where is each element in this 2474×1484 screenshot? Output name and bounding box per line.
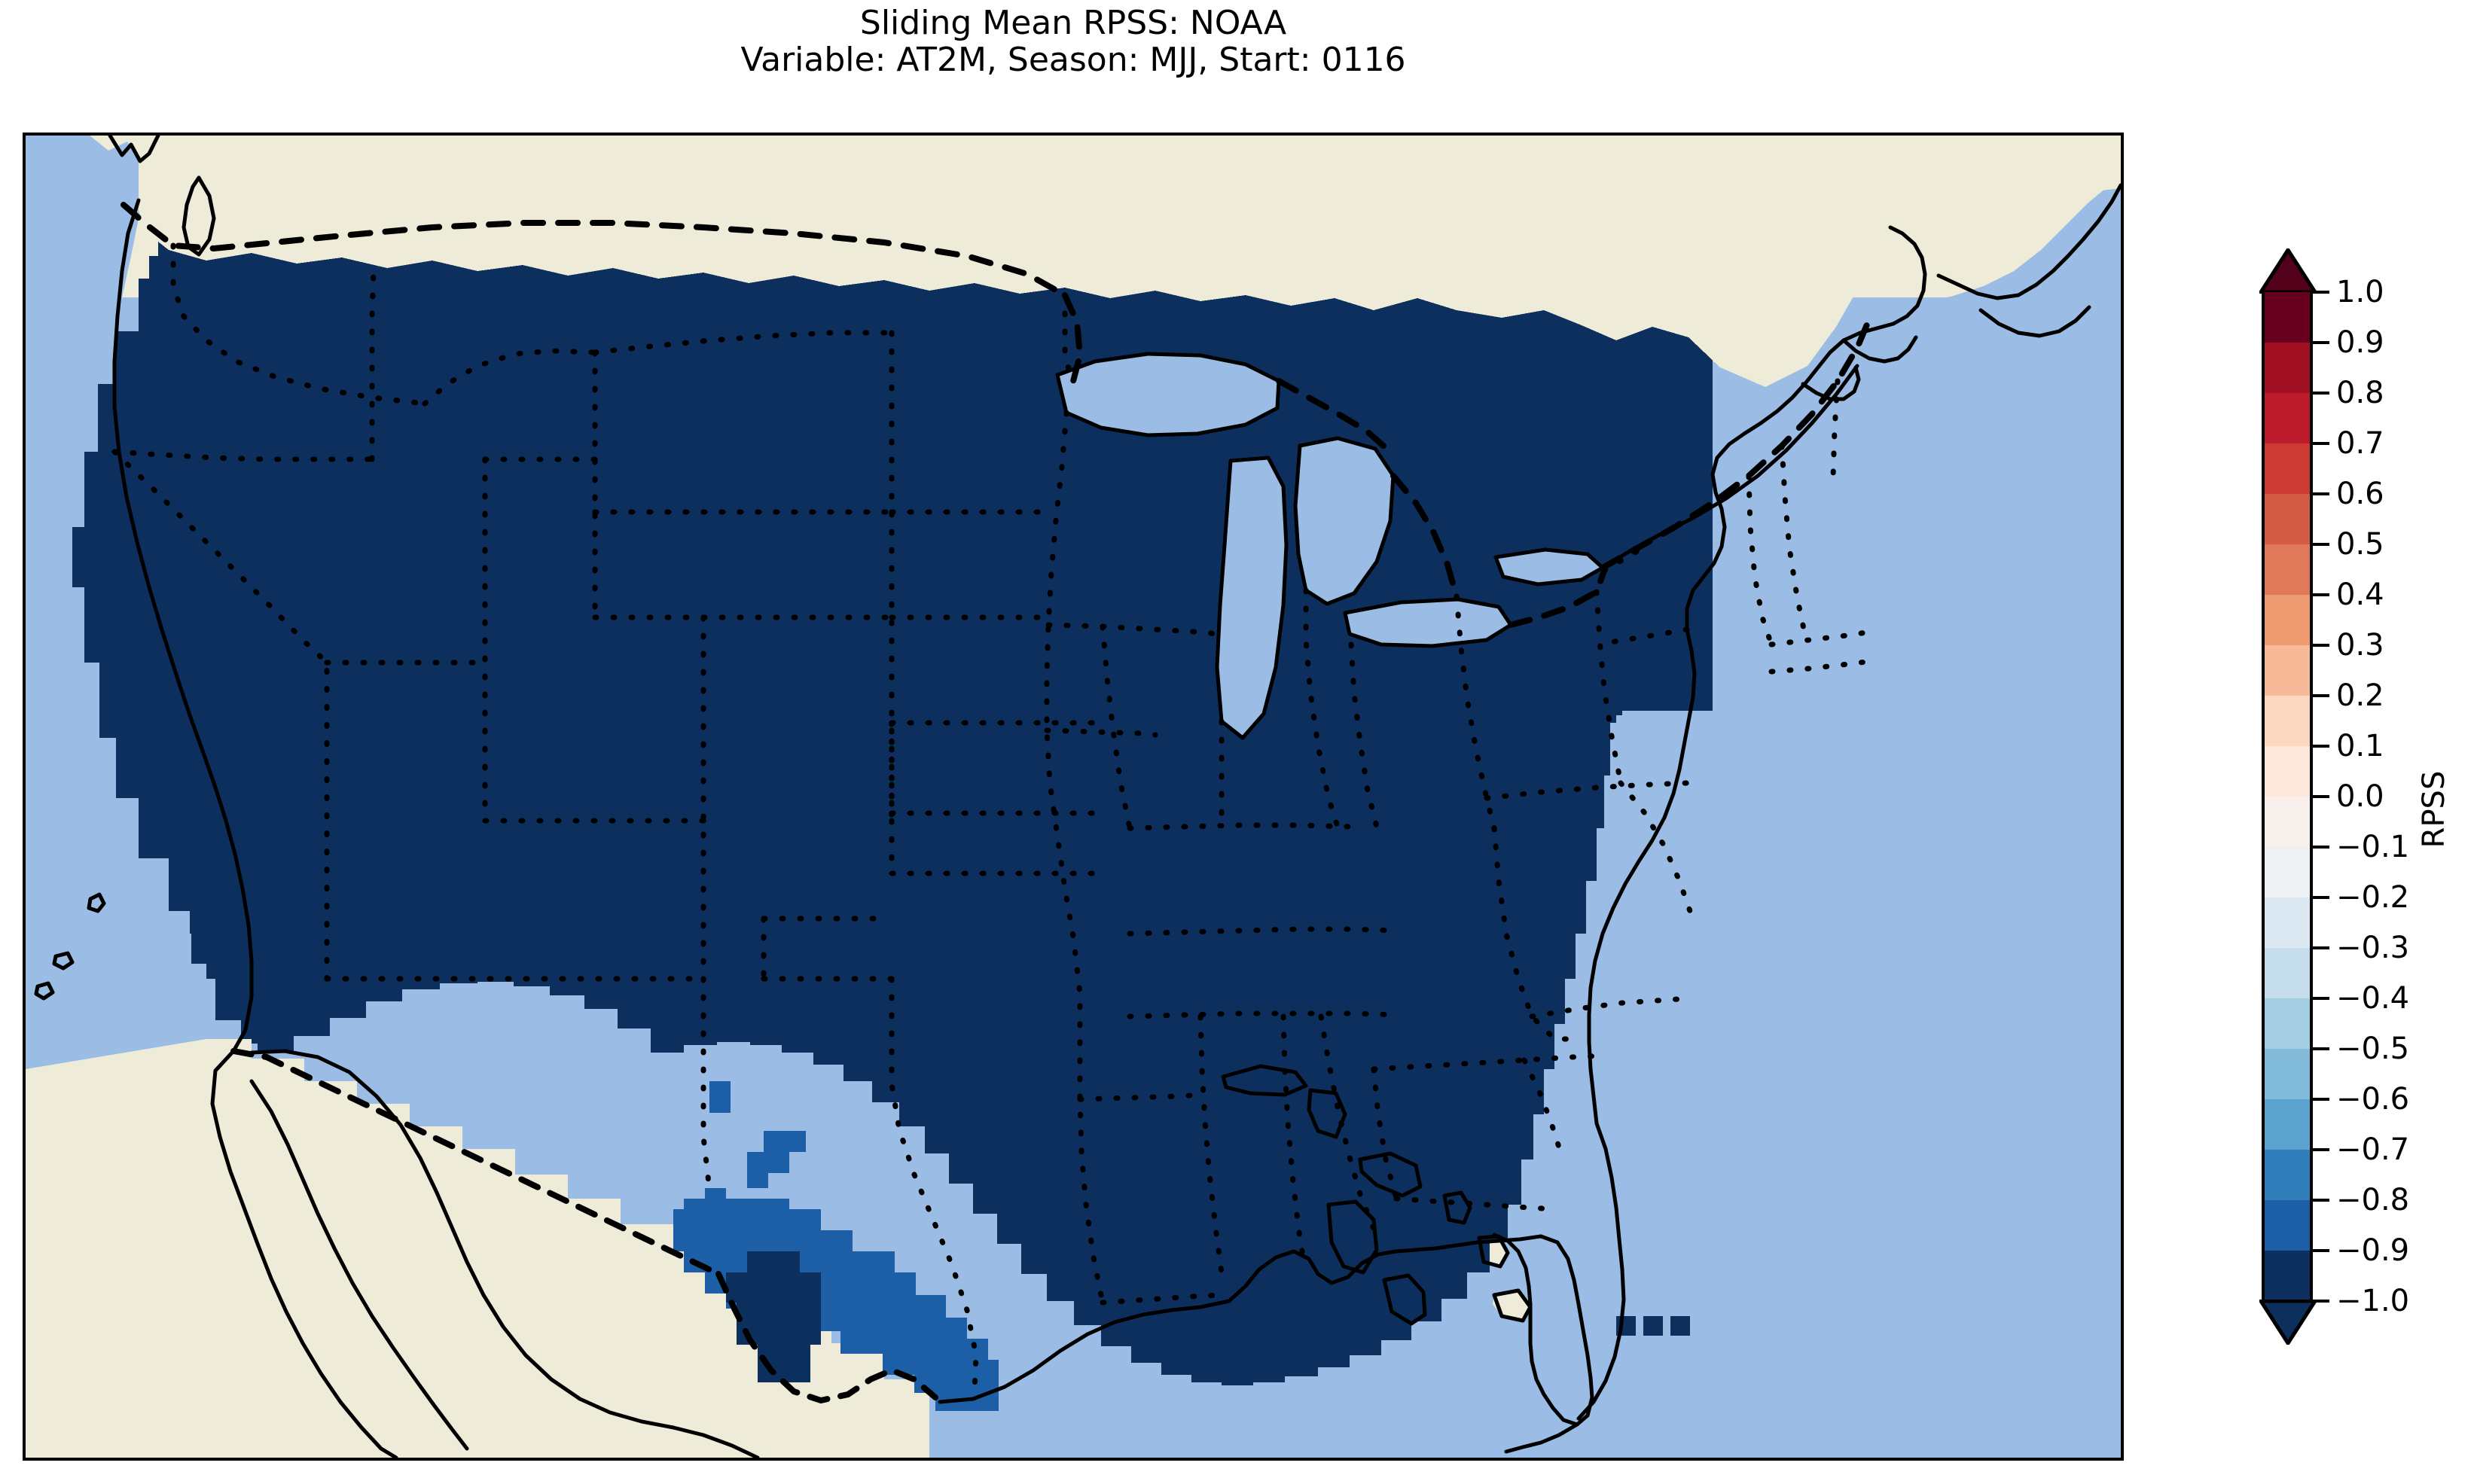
colorbar-tick-label: 1.0 (2336, 275, 2384, 309)
colorbar-tick-label: −1.0 (2336, 1284, 2410, 1318)
us-mexico-border (230, 1048, 938, 1404)
colorbar-tick-label: −0.9 (2336, 1233, 2410, 1268)
atlantic-ocean-cut (892, 181, 2121, 1458)
title-line-1: Sliding Mean RPSS: NOAA (859, 4, 1287, 42)
colorbar-tick-label: 0.3 (2336, 628, 2384, 663)
colorbar-tick-mark (2313, 745, 2329, 748)
coastlines (34, 136, 2121, 1458)
colorbar-tick-mark (2313, 1199, 2329, 1202)
colorbar-tick-mark (2313, 341, 2329, 344)
figure-title: Sliding Mean RPSS: NOAA Variable: AT2M, … (0, 5, 2146, 79)
colorbar-tick-label: −0.2 (2336, 880, 2410, 915)
us-canada-border (120, 202, 1872, 628)
colorbar-tick-mark (2313, 997, 2329, 1000)
political-borders (111, 202, 1875, 1404)
colorbar-tick-label: −0.1 (2336, 830, 2410, 864)
colorbar-tick-mark (2313, 846, 2329, 849)
colorbar-tick-label: −0.6 (2336, 1082, 2410, 1117)
colorbar-tick-label: 0.1 (2336, 729, 2384, 763)
colorbar-tick-mark (2313, 644, 2329, 647)
colorbar-tick-mark (2313, 593, 2329, 596)
colorbar-tick-label: 0.9 (2336, 325, 2384, 360)
colorbar-tick-label: −0.4 (2336, 981, 2410, 1016)
colorbar-band-10 (2265, 797, 2310, 847)
colorbar-tick-mark (2313, 1098, 2329, 1101)
colorbar-band-6 (2265, 595, 2310, 645)
colorbar-band-17 (2265, 1150, 2310, 1200)
colorbar-band-18 (2265, 1200, 2310, 1251)
colorbar-tick-mark (2313, 392, 2329, 395)
colorbar-band-14 (2265, 998, 2310, 1049)
colorbar-tick-mark (2313, 795, 2329, 798)
map-panel (23, 133, 2124, 1461)
colorbar-tick-label: 0.0 (2336, 779, 2384, 814)
great-lakes-data-mask (1057, 354, 1603, 738)
colorbar-tick-mark (2313, 543, 2329, 546)
colorbar-extend-bottom-arrow (2259, 1300, 2317, 1345)
colorbar-axis-label: RPSS (2417, 770, 2451, 849)
colorbar-tick-mark (2313, 896, 2329, 899)
colorbar-tick-label: −0.5 (2336, 1031, 2410, 1066)
colorbar-gradient (2262, 292, 2313, 1301)
colorbar-band-9 (2265, 746, 2310, 797)
colorbar-tick-mark (2313, 1249, 2329, 1252)
canada-mask-over-data (139, 136, 2121, 387)
colorbar-tick-label: −0.8 (2336, 1183, 2410, 1217)
colorbar-extend-top-arrow (2259, 248, 2317, 294)
colorbar-tick-label: −0.3 (2336, 931, 2410, 965)
pacific-northwest-coast-cut (26, 136, 167, 297)
map-canvas (26, 136, 2121, 1458)
colorbar-tick-label: −0.7 (2336, 1132, 2410, 1167)
rpss-florida-keys-cells (1616, 1316, 1690, 1336)
colorbar-tick-label: 0.2 (2336, 678, 2384, 713)
colorbar-band-12 (2265, 897, 2310, 948)
title-line-2: Variable: AT2M, Season: MJJ, Start: 0116 (740, 41, 1406, 80)
colorbar-tick-mark (2313, 694, 2329, 697)
colorbar-tick-mark (2313, 1148, 2329, 1151)
colorbar-band-13 (2265, 948, 2310, 998)
colorbar-band-0 (2265, 292, 2310, 343)
colorbar-band-1 (2265, 343, 2310, 393)
colorbar-tick-label: 0.5 (2336, 527, 2384, 562)
colorbar-tick-mark (2313, 442, 2329, 445)
colorbar-tick-mark (2313, 1300, 2329, 1303)
colorbar-tick-mark (2313, 946, 2329, 949)
colorbar-band-5 (2265, 544, 2310, 595)
colorbar-band-3 (2265, 443, 2310, 494)
colorbar-band-15 (2265, 1049, 2310, 1099)
colorbar-tick-mark (2313, 1047, 2329, 1050)
colorbar-band-4 (2265, 494, 2310, 544)
colorbar-tick-label: 0.7 (2336, 426, 2384, 461)
colorbar-band-16 (2265, 1099, 2310, 1150)
rpss-anomaly-cells-minus09 (726, 1251, 821, 1382)
colorbar-band-19 (2265, 1251, 2310, 1301)
colorbar-band-2 (2265, 393, 2310, 443)
colorbar-band-7 (2265, 645, 2310, 696)
colorbar-band-11 (2265, 847, 2310, 897)
colorbar-tick-label: 0.4 (2336, 577, 2384, 612)
mexico-mask-over-data (26, 1039, 929, 1458)
colorbar: 1.0 0.9 0.8 0.7 0.6 0.5 0.4 0.3 0.2 0.1 0.0 −0.1 −0.… (2259, 248, 2474, 1370)
colorbar-tick-label: 0.8 (2336, 376, 2384, 410)
colorbar-tick-label: 0.6 (2336, 477, 2384, 511)
colorbar-tick-mark (2313, 492, 2329, 495)
colorbar-tick-mark (2313, 291, 2329, 294)
colorbar-band-8 (2265, 696, 2310, 746)
